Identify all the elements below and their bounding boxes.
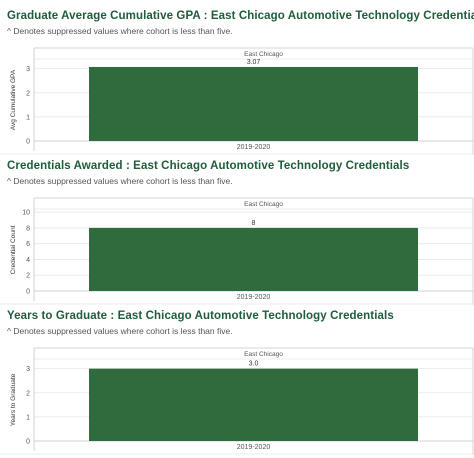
chart-subtitle: ^ Denotes suppressed values where cohort… xyxy=(7,326,233,336)
y-tick-label: 0 xyxy=(26,139,30,146)
x-category-label: 2019-2020 xyxy=(237,444,271,451)
y-axis-label: Credential Count xyxy=(10,225,17,274)
chart-title: Years to Graduate : East Chicago Automot… xyxy=(7,310,394,322)
y-tick-label: 3 xyxy=(26,366,30,373)
column-header: East Chicago xyxy=(244,351,283,358)
gpa-chart-panel: Graduate Average Cumulative GPA : East C… xyxy=(0,10,474,160)
x-category-label: 2019-2020 xyxy=(237,144,271,151)
y-tick-label: 0 xyxy=(26,289,30,296)
y-tick-label: 6 xyxy=(26,241,30,248)
credentials-chart-panel: Credentials Awarded : East Chicago Autom… xyxy=(0,160,474,310)
y-tick-label: 3 xyxy=(26,66,30,73)
y-tick-label: 10 xyxy=(22,210,30,217)
data-label: 8 xyxy=(252,220,256,227)
y-axis-label: Years to Graduate xyxy=(10,373,17,426)
y-tick-label: 0 xyxy=(26,439,30,446)
years-chart-panel: Years to Graduate : East Chicago Automot… xyxy=(0,310,474,458)
y-axis-label: Avg Cumulative GPA xyxy=(10,69,17,130)
data-label: 3.07 xyxy=(247,59,261,66)
column-header: East Chicago xyxy=(244,51,283,58)
y-tick-label: 8 xyxy=(26,225,30,232)
y-tick-label: 1 xyxy=(26,114,30,121)
chart-subtitle: ^ Denotes suppressed values where cohort… xyxy=(7,26,233,36)
y-tick-label: 4 xyxy=(26,257,30,264)
credentials-bar-chart: East Chicago 0 2 4 6 8 10 Credential Count 8 2019… xyxy=(0,197,474,305)
bar xyxy=(89,227,418,291)
y-tick-label: 2 xyxy=(26,273,30,280)
bar xyxy=(89,66,418,141)
chart-title: Graduate Average Cumulative GPA : East C… xyxy=(7,10,474,22)
chart-subtitle: ^ Denotes suppressed values where cohort… xyxy=(7,176,233,186)
bar xyxy=(89,368,418,441)
column-header: East Chicago xyxy=(244,201,283,208)
data-label: 3.0 xyxy=(249,361,259,368)
y-tick-label: 1 xyxy=(26,414,30,421)
y-tick-label: 2 xyxy=(26,90,30,97)
chart-title: Credentials Awarded : East Chicago Autom… xyxy=(7,160,410,172)
y-tick-label: 2 xyxy=(26,390,30,397)
x-category-label: 2019-2020 xyxy=(237,294,271,301)
years-bar-chart: East Chicago 0 1 2 3 Years to Graduate 3.0 2019… xyxy=(0,347,474,455)
gpa-bar-chart: East Chicago 0 1 2 3 Avg Cumulative GPA 3.07 20… xyxy=(0,47,474,155)
